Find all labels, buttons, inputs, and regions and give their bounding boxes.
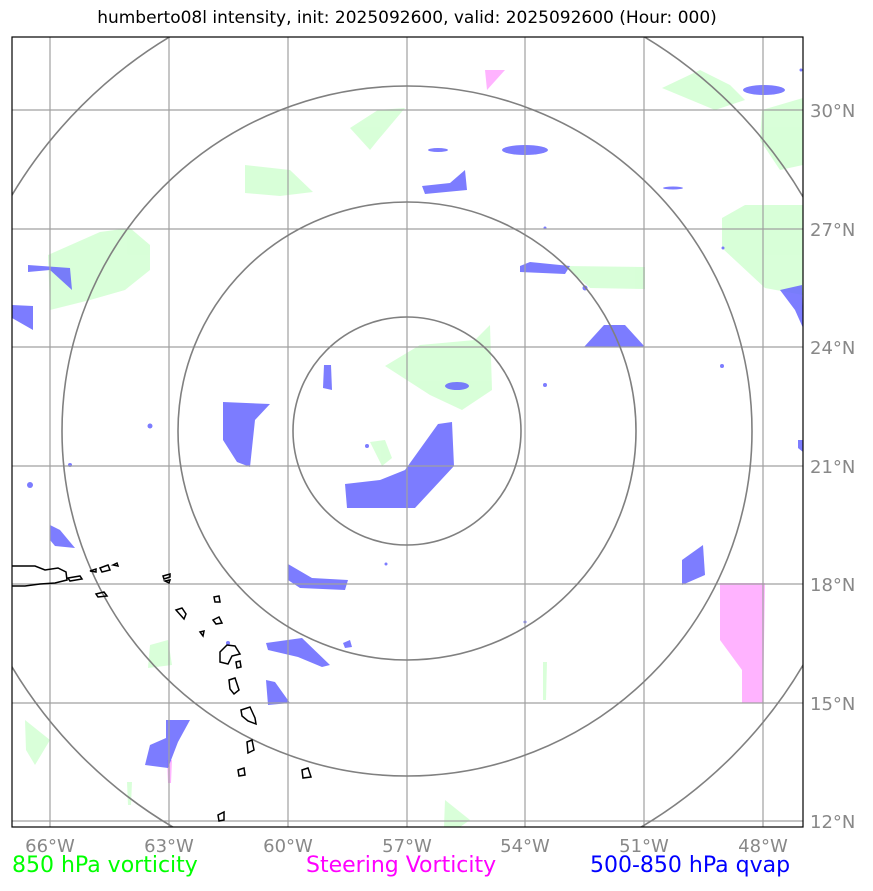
range-ring-2 bbox=[177, 201, 637, 661]
lat-label: 24°N bbox=[810, 338, 855, 359]
map-title: humberto08l intensity, init: 2025092600,… bbox=[97, 8, 717, 28]
graticule bbox=[12, 37, 803, 827]
range-ring-1 bbox=[292, 316, 522, 546]
legend-vorticity: 850 hPa vorticity bbox=[12, 853, 198, 878]
lat-label: 30°N bbox=[810, 101, 855, 122]
coastlines bbox=[12, 561, 313, 822]
lat-label: 12°N bbox=[810, 812, 855, 833]
lat-label: 18°N bbox=[810, 575, 855, 596]
longitude-labels: 66°W 63°W 60°W 57°W 54°W 51°W 48°W bbox=[25, 836, 788, 857]
lat-label: 15°N bbox=[810, 694, 855, 715]
lat-label: 27°N bbox=[810, 220, 855, 241]
latitude-labels: 30°N 27°N 24°N 21°N 18°N 15°N 12°N bbox=[810, 101, 855, 833]
lon-label: 51°W bbox=[619, 836, 669, 857]
range-ring-3 bbox=[61, 85, 753, 777]
map-frame bbox=[11, 36, 804, 828]
legend-qvap: 500-850 hPa qvap bbox=[590, 853, 791, 878]
lon-label: 66°W bbox=[25, 836, 75, 857]
legend-steering: Steering Vorticity bbox=[306, 853, 497, 878]
vorticity-850-field bbox=[25, 70, 803, 827]
lon-label: 54°W bbox=[500, 836, 550, 857]
lon-label: 57°W bbox=[382, 836, 432, 857]
lon-label: 60°W bbox=[263, 836, 313, 857]
lon-label: 48°W bbox=[738, 836, 788, 857]
lon-label: 63°W bbox=[144, 836, 194, 857]
lat-label: 21°N bbox=[810, 457, 855, 478]
